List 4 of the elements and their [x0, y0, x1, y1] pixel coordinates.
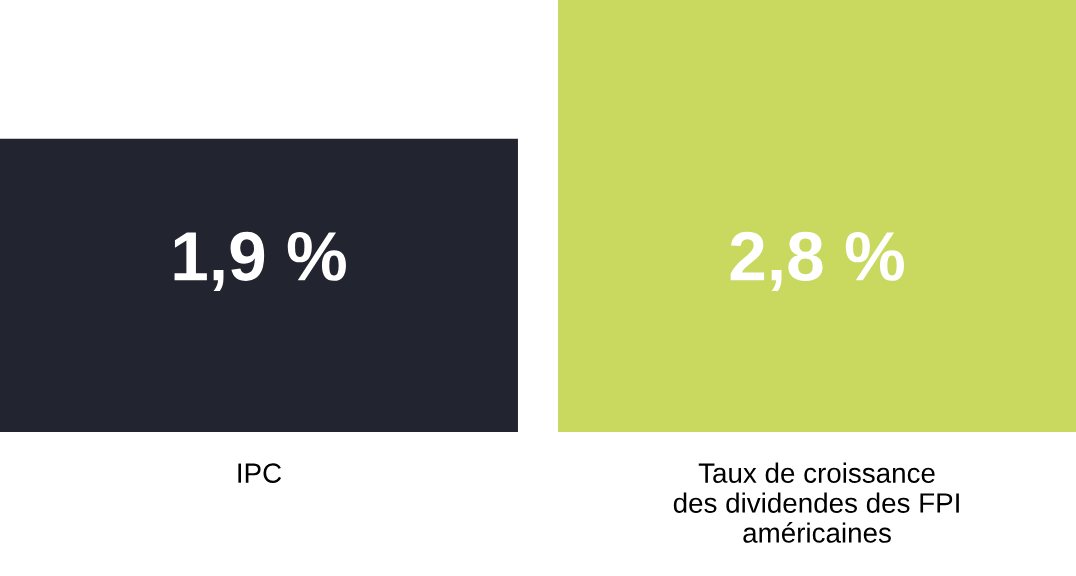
- data-label: 2,8 %: [730, 231, 904, 291]
- data-label: 1,9 %: [174, 231, 346, 291]
- x-tick-label: IPC: [238, 463, 282, 483]
- x-tick-label: Taux de croissance des dividendes des FPI américaines: [673, 462, 959, 543]
